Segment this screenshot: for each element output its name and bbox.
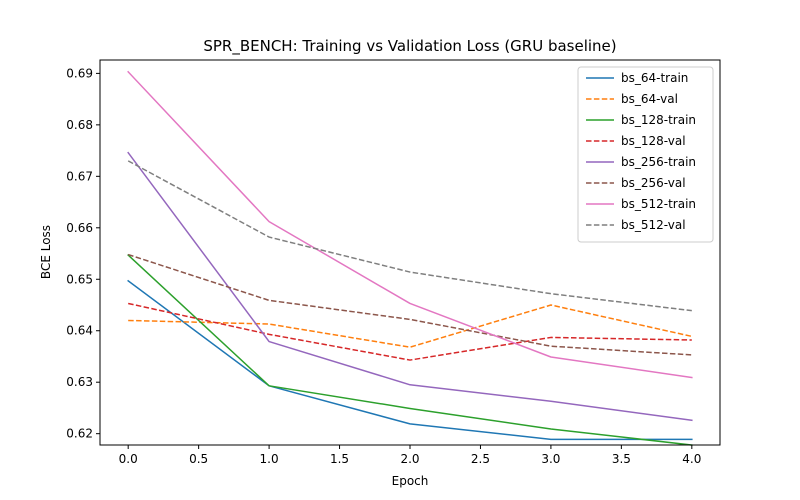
legend-label: bs_512-val	[621, 218, 686, 232]
series-line-bs_256-val	[127, 253, 692, 356]
series-line-bs_512-val	[127, 160, 692, 312]
legend-label: bs_512-train	[621, 197, 696, 211]
x-tick-label: 0.5	[189, 452, 208, 466]
y-tick-label: 0.69	[66, 66, 93, 80]
y-tick-label: 0.64	[66, 324, 93, 338]
y-tick-label: 0.66	[66, 221, 93, 235]
chart-title: SPR_BENCH: Training vs Validation Loss (…	[203, 37, 616, 56]
y-tick-label: 0.65	[66, 272, 93, 286]
legend-label: bs_64-val	[621, 92, 678, 106]
plot-lines	[127, 70, 693, 446]
y-axis: 0.62 0.63 0.64 0.65 0.66 0.67 0.68 0.69	[66, 66, 100, 441]
x-tick-label: 0.0	[119, 452, 138, 466]
legend-label: bs_128-val	[621, 134, 686, 148]
x-axis: 0.0 0.5 1.0 1.5 2.0 2.5 3.0 3.5 4.0	[119, 445, 701, 466]
y-tick-label: 0.62	[66, 427, 93, 441]
x-tick-label: 4.0	[682, 452, 701, 466]
x-tick-label: 2.0	[400, 452, 419, 466]
series-line-bs_256-train	[127, 151, 693, 422]
series-line-bs_512-train	[127, 70, 693, 379]
series-line-bs_64-val	[128, 304, 692, 348]
legend-box	[577, 66, 714, 243]
y-tick-label: 0.63	[66, 375, 93, 389]
legend: bs_64-train bs_64-val bs_128-train bs_128-v…	[577, 66, 714, 243]
x-tick-label: 2.5	[471, 452, 490, 466]
x-tick-label: 1.0	[260, 452, 279, 466]
y-tick-label: 0.68	[66, 118, 93, 132]
legend-label: bs_256-train	[621, 155, 696, 169]
x-tick-label: 3.5	[612, 452, 631, 466]
series-line-bs_128-train	[127, 254, 693, 446]
x-axis-label: Epoch	[392, 474, 429, 488]
series-line-bs_128-val	[128, 302, 692, 361]
x-tick-label: 1.5	[330, 452, 349, 466]
legend-label: bs_128-train	[621, 113, 696, 127]
y-tick-label: 0.67	[66, 169, 93, 183]
legend-label: bs_256-val	[621, 176, 686, 190]
y-axis-label: BCE Loss	[39, 225, 53, 279]
x-tick-label: 3.0	[541, 452, 560, 466]
legend-label: bs_64-train	[621, 71, 688, 85]
series-line-bs_64-train	[127, 279, 693, 441]
